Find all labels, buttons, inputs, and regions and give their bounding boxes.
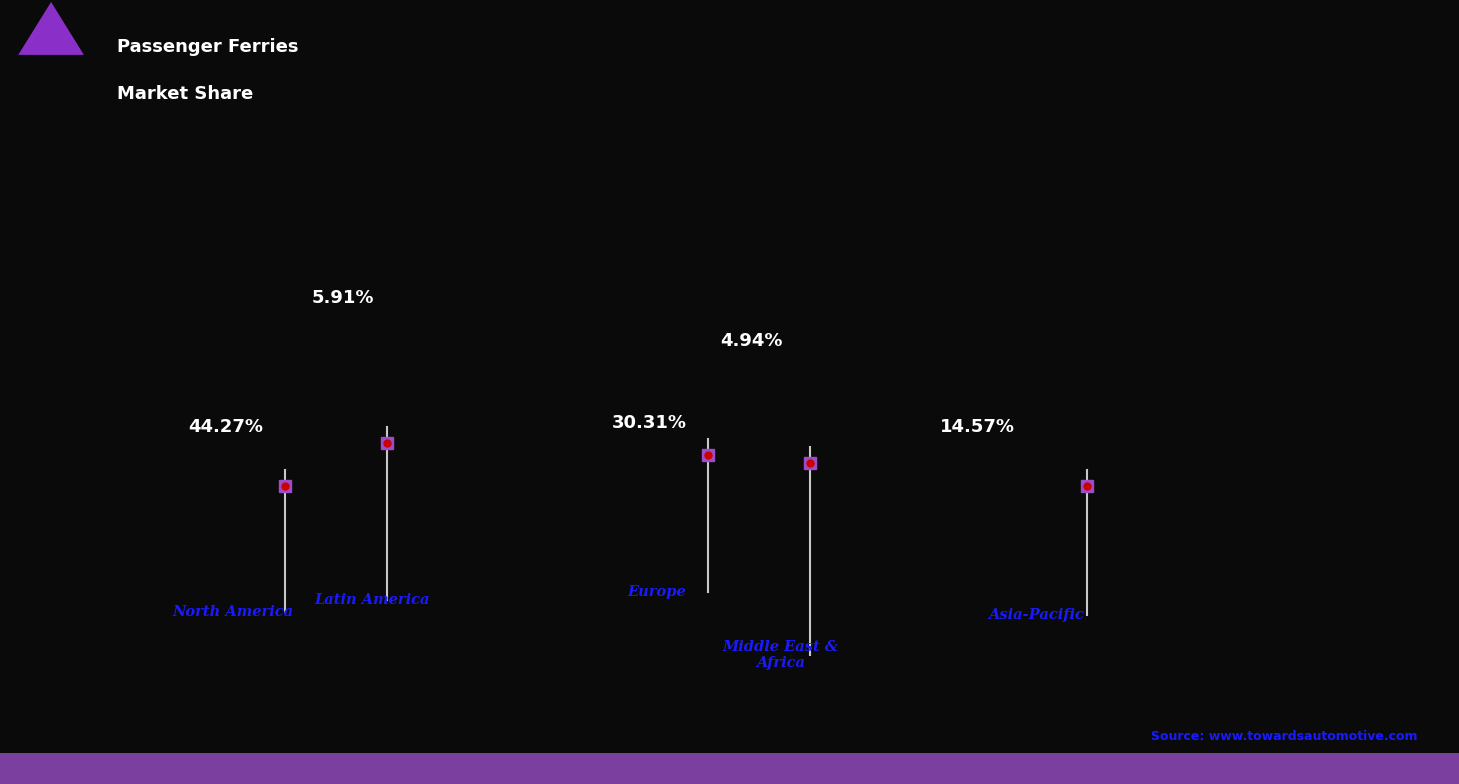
Text: Europe: Europe bbox=[627, 585, 686, 599]
Text: 44.27%: 44.27% bbox=[188, 419, 264, 436]
FancyArrow shape bbox=[19, 2, 85, 55]
Text: North America: North America bbox=[172, 604, 295, 619]
Text: Passenger Ferries: Passenger Ferries bbox=[117, 38, 298, 56]
Text: 4.94%: 4.94% bbox=[721, 332, 782, 350]
Text: Latin America: Latin America bbox=[314, 593, 430, 607]
Bar bbox=[0, 753, 1459, 784]
Text: Asia-Pacific: Asia-Pacific bbox=[988, 608, 1084, 622]
Text: Source: www.towardsautomotive.com: Source: www.towardsautomotive.com bbox=[1151, 731, 1417, 743]
Text: 30.31%: 30.31% bbox=[611, 415, 687, 432]
Text: Middle East &
Africa: Middle East & Africa bbox=[722, 640, 839, 670]
Text: 5.91%: 5.91% bbox=[312, 289, 374, 307]
Text: 14.57%: 14.57% bbox=[940, 419, 1015, 436]
Text: Market Share: Market Share bbox=[117, 85, 252, 103]
